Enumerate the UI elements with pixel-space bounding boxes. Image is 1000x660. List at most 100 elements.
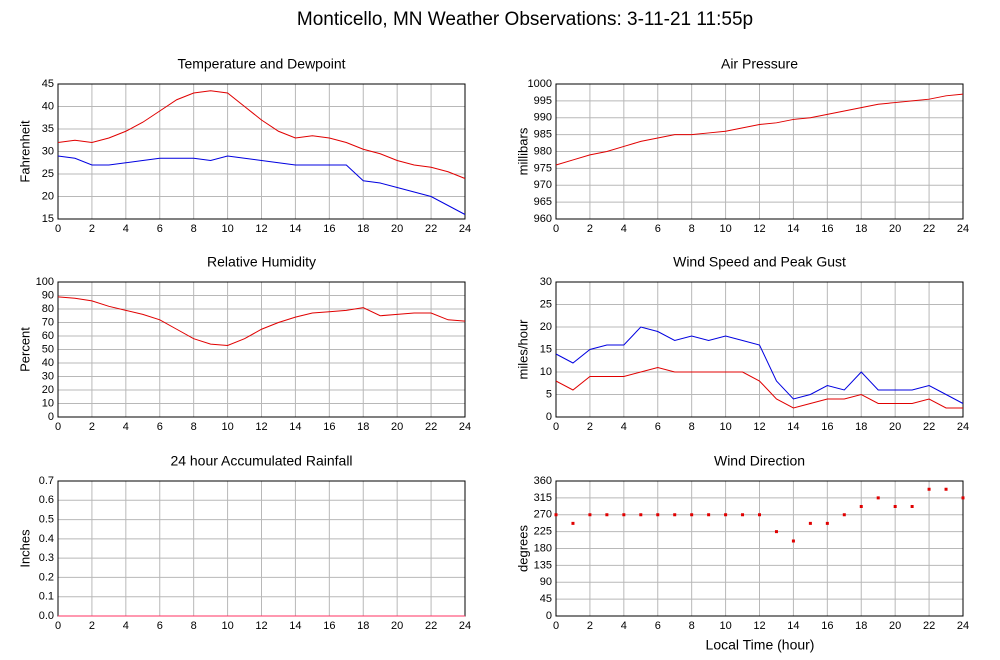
y-tick-label: 0 xyxy=(48,411,54,423)
y-axis-label: Inches xyxy=(17,529,32,568)
x-tick-label: 20 xyxy=(391,223,403,235)
y-tick-label: 0.6 xyxy=(39,494,54,506)
x-tick-label: 6 xyxy=(655,421,661,433)
y-tick-label: 5 xyxy=(546,388,552,400)
y-tick-label: 35 xyxy=(42,123,54,135)
x-tick-label: 20 xyxy=(889,421,901,433)
x-tick-label: 0 xyxy=(55,620,61,632)
x-tick-label: 8 xyxy=(191,421,197,433)
y-tick-label: 225 xyxy=(534,526,552,538)
y-tick-label: 70 xyxy=(42,316,54,328)
x-tick-label: 4 xyxy=(123,421,129,433)
y-tick-label: 270 xyxy=(534,509,552,521)
x-tick-label: 18 xyxy=(855,620,867,632)
x-tick-label: 12 xyxy=(255,421,267,433)
x-tick-label: 24 xyxy=(957,620,969,632)
y-tick-label: 180 xyxy=(534,542,552,554)
x-tick-label: 12 xyxy=(753,421,765,433)
data-point xyxy=(571,521,575,525)
y-tick-label: 50 xyxy=(42,343,54,355)
x-tick-label: 16 xyxy=(323,620,335,632)
x-tick-label: 4 xyxy=(621,620,627,632)
data-point xyxy=(588,513,592,517)
y-tick-label: 985 xyxy=(534,129,552,141)
data-point xyxy=(876,496,880,500)
x-tick-label: 2 xyxy=(89,620,95,632)
x-tick-label: 0 xyxy=(55,421,61,433)
data-point xyxy=(825,521,829,525)
y-tick-label: 0.3 xyxy=(39,552,54,564)
x-tick-label: 12 xyxy=(255,223,267,235)
x-tick-label: 22 xyxy=(425,223,437,235)
y-tick-label: 20 xyxy=(540,321,552,333)
y-tick-label: 975 xyxy=(534,162,552,174)
plot-frame xyxy=(57,281,466,418)
x-tick-label: 20 xyxy=(889,223,901,235)
x-tick-label: 24 xyxy=(957,223,969,235)
x-tick-label: 2 xyxy=(89,421,95,433)
x-axis-label: Local Time (hour) xyxy=(706,637,815,653)
y-tick-label: 1000 xyxy=(528,78,552,90)
y-tick-label: 45 xyxy=(42,78,54,90)
data-point xyxy=(961,496,965,500)
x-tick-label: 22 xyxy=(923,223,935,235)
data-point xyxy=(758,513,761,517)
y-tick-label: 0 xyxy=(546,610,552,622)
y-tick-label: 0.1 xyxy=(39,591,54,603)
x-tick-label: 12 xyxy=(753,223,765,235)
y-tick-label: 360 xyxy=(534,475,552,487)
x-tick-label: 2 xyxy=(587,421,593,433)
y-tick-label: 0 xyxy=(546,411,552,423)
y-tick-label: 30 xyxy=(540,276,552,288)
chart-title: 24 hour Accumulated Rainfall xyxy=(170,453,352,469)
x-tick-label: 0 xyxy=(55,223,61,235)
x-tick-label: 0 xyxy=(553,421,559,433)
x-tick-label: 10 xyxy=(719,223,731,235)
data-point xyxy=(910,505,914,508)
x-tick-label: 16 xyxy=(323,421,335,433)
data-point xyxy=(944,487,948,491)
x-tick-label: 8 xyxy=(689,620,695,632)
x-tick-label: 4 xyxy=(621,223,627,235)
y-tick-label: 30 xyxy=(42,145,54,157)
x-tick-label: 2 xyxy=(587,223,593,235)
y-tick-label: 980 xyxy=(534,145,552,157)
plot-frame xyxy=(555,83,964,220)
y-tick-label: 0.4 xyxy=(39,533,54,545)
y-tick-label: 25 xyxy=(42,168,54,180)
y-axis-label: Fahrenheit xyxy=(17,120,32,183)
data-line xyxy=(57,90,466,179)
y-tick-label: 90 xyxy=(540,576,552,588)
y-tick-label: 315 xyxy=(534,492,552,504)
x-tick-label: 24 xyxy=(459,223,471,235)
y-tick-label: 100 xyxy=(36,276,54,288)
x-tick-label: 22 xyxy=(923,620,935,632)
x-tick-label: 0 xyxy=(553,620,559,632)
y-tick-label: 0.2 xyxy=(39,571,54,583)
data-point xyxy=(707,513,711,517)
data-point xyxy=(741,513,745,517)
x-tick-label: 24 xyxy=(459,620,471,632)
y-axis-label: miles/hour xyxy=(515,319,530,380)
y-tick-label: 135 xyxy=(534,559,552,571)
data-point xyxy=(842,513,846,517)
x-tick-label: 16 xyxy=(821,620,833,632)
x-tick-label: 8 xyxy=(191,223,197,235)
data-point xyxy=(622,513,626,517)
y-tick-label: 20 xyxy=(42,384,54,396)
y-tick-label: 995 xyxy=(534,95,552,107)
x-tick-label: 16 xyxy=(323,223,335,235)
y-tick-label: 15 xyxy=(540,343,552,355)
data-line xyxy=(555,93,964,166)
x-tick-label: 6 xyxy=(655,223,661,235)
data-point xyxy=(690,513,694,517)
x-tick-label: 4 xyxy=(621,421,627,433)
data-point xyxy=(893,505,897,508)
y-tick-label: 965 xyxy=(534,196,552,208)
y-tick-label: 970 xyxy=(534,179,552,191)
x-tick-label: 10 xyxy=(221,223,233,235)
y-tick-label: 60 xyxy=(42,330,54,342)
data-point xyxy=(639,513,643,517)
data-point xyxy=(554,513,558,517)
data-line xyxy=(555,366,963,409)
